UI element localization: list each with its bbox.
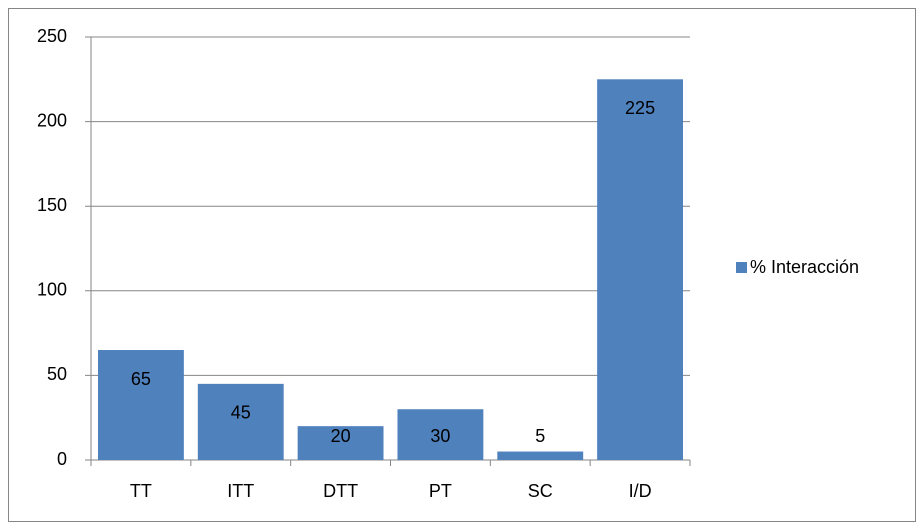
legend-swatch (736, 262, 747, 273)
y-tick-label: 250 (37, 26, 67, 46)
y-tick-label: 200 (37, 110, 67, 130)
legend-label: % Interacción (750, 257, 859, 277)
bar (497, 451, 584, 460)
bar (97, 350, 184, 460)
y-tick-label: 0 (57, 449, 67, 469)
data-label: 65 (131, 369, 151, 389)
bar (397, 409, 484, 460)
data-label: 45 (231, 403, 251, 423)
x-tick-label: DTT (323, 481, 358, 501)
y-tick-label: 150 (37, 195, 67, 215)
bar (597, 79, 684, 461)
y-tick-label: 100 (37, 280, 67, 300)
data-label: 20 (331, 426, 351, 446)
data-label: 225 (625, 98, 655, 118)
y-tick-label: 50 (47, 364, 67, 384)
bar (297, 426, 384, 460)
bar (197, 383, 284, 460)
x-tick-label: TT (130, 481, 152, 501)
x-tick-label: I/D (629, 481, 652, 501)
data-label: 30 (430, 426, 450, 446)
data-label: 5 (535, 426, 545, 446)
x-tick-label: SC (528, 481, 553, 501)
x-tick-label: PT (429, 481, 452, 501)
x-tick-label: ITT (227, 481, 254, 501)
